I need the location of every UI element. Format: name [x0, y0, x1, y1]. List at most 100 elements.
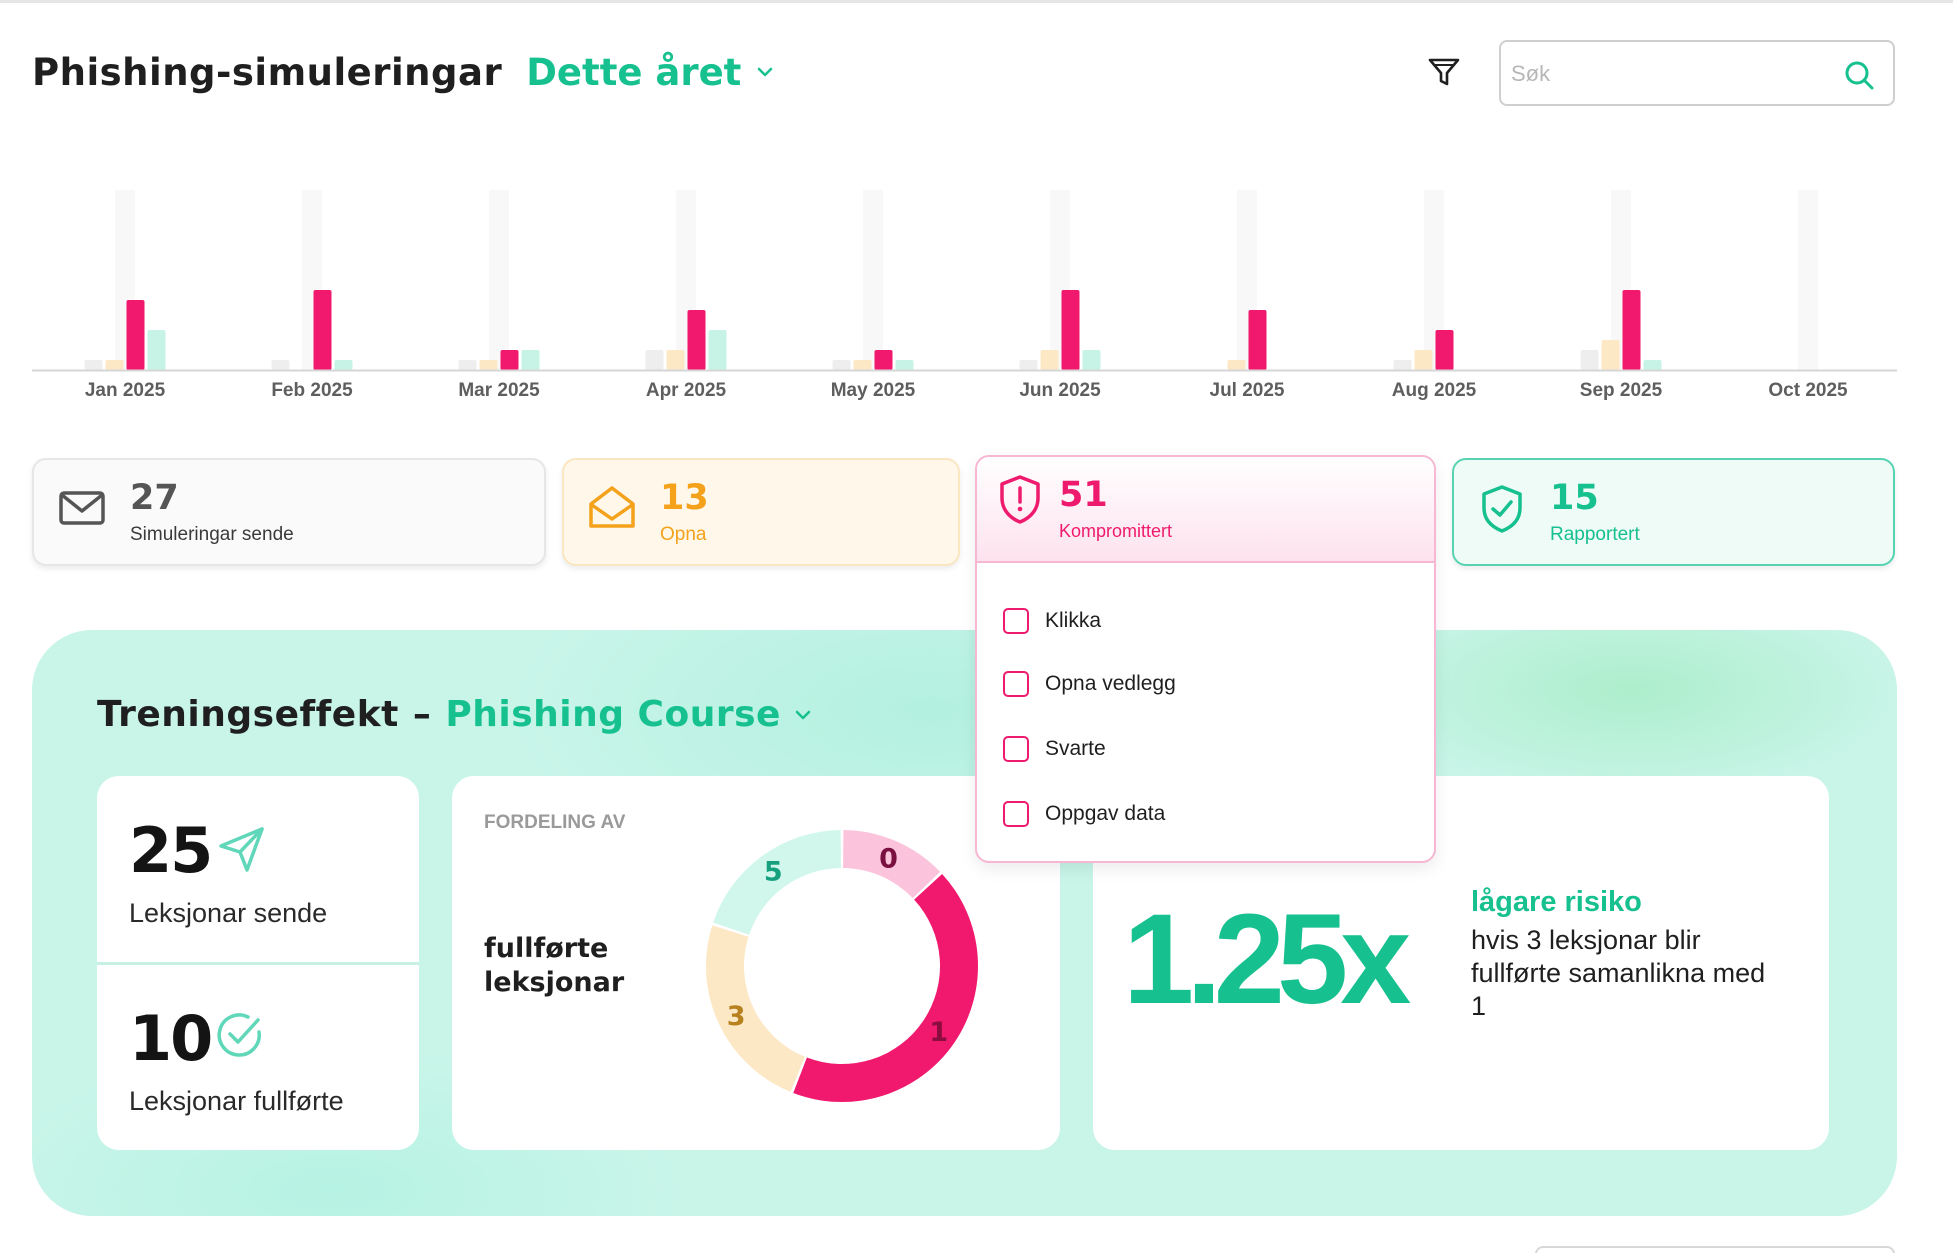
opened-label: Opna	[660, 524, 707, 545]
option-label: Oppgav data	[1045, 802, 1166, 825]
send-icon	[219, 827, 264, 872]
donut-label: 1	[929, 1017, 948, 1048]
bar-opened[interactable]	[1040, 350, 1059, 370]
bar-reported[interactable]	[1082, 350, 1101, 370]
x-tick-label: Apr 2025	[645, 380, 727, 401]
bar-sent[interactable]	[832, 360, 851, 370]
x-tick-label: Jun 2025	[1019, 380, 1101, 401]
checkbox-replied[interactable]	[1003, 736, 1029, 762]
bar-sent[interactable]	[645, 350, 664, 370]
risk-heading: lågare risiko	[1471, 886, 1642, 918]
page-header: Phishing-simuleringar Dette året	[32, 44, 773, 100]
donut-slice-1[interactable]	[793, 873, 978, 1102]
option-label: Svarte	[1045, 737, 1106, 760]
bar-sent[interactable]	[271, 360, 290, 370]
option-label: Klikka	[1045, 609, 1102, 632]
bar-sent[interactable]	[1019, 360, 1038, 370]
bar-reported[interactable]	[1643, 360, 1662, 370]
period-selector[interactable]: Dette året	[526, 51, 773, 94]
bar-compromised[interactable]	[1248, 310, 1267, 370]
chevron-down-icon	[795, 710, 811, 719]
option-replied[interactable]: Svarte	[1003, 731, 1106, 767]
lessons-card: 25 Leksjonar sende 10 Leksjonar fullført…	[97, 776, 419, 1150]
bar-sent[interactable]	[458, 360, 477, 370]
donut-slice-0[interactable]	[843, 830, 941, 899]
bar-opened[interactable]	[105, 360, 124, 370]
stat-card-reported[interactable]: 15 Rapportert	[1452, 458, 1895, 566]
bar-compromised[interactable]	[313, 290, 332, 370]
bar-chart-svg	[32, 190, 1897, 372]
donut-slice-5[interactable]	[713, 830, 841, 935]
bar-compromised[interactable]	[874, 350, 893, 370]
sent-count: 27	[130, 478, 179, 518]
checkbox-submitted-data[interactable]	[1003, 801, 1029, 827]
distribution-label: fullførte leksjonar	[484, 933, 625, 998]
opened-count: 13	[660, 478, 709, 518]
course-label: Phishing Course	[445, 694, 781, 735]
bar-compromised[interactable]	[1622, 290, 1641, 370]
stat-card-opened[interactable]: 13 Opna	[562, 458, 960, 566]
shield-check-icon	[1482, 485, 1522, 533]
distribution-caption: FORDELING AV	[484, 812, 626, 833]
compromised-dropdown: 51 Kompromittert Klikka Opna vedlegg Sva…	[975, 455, 1436, 863]
bar-compromised[interactable]	[1061, 290, 1080, 370]
bar-reported[interactable]	[147, 330, 166, 370]
bar-opened[interactable]	[479, 360, 498, 370]
bar-sent[interactable]	[84, 360, 103, 370]
bottom-control[interactable]	[1535, 1246, 1895, 1253]
training-heading: Treningseffekt	[97, 694, 399, 735]
bar-opened[interactable]	[1414, 350, 1433, 370]
top-border	[0, 0, 1953, 3]
mail-icon	[59, 491, 105, 525]
course-selector[interactable]: Phishing Course	[445, 694, 811, 735]
bar-compromised[interactable]	[687, 310, 706, 370]
chevron-down-icon	[758, 67, 773, 77]
bar-opened[interactable]	[853, 360, 872, 370]
risk-description: hvis 3 leksjonar blir fullførte samanlik…	[1471, 925, 1766, 1021]
x-tick-label: Sep 2025	[1579, 380, 1663, 401]
bar-compromised[interactable]	[1435, 330, 1454, 370]
bar-track	[1424, 190, 1444, 370]
option-clicked[interactable]: Klikka	[1003, 603, 1101, 639]
bar-opened[interactable]	[666, 350, 685, 370]
training-title: Treningseffekt – Phishing Course	[97, 694, 811, 735]
risk-ratio: 1.25x	[1123, 888, 1411, 1031]
bar-reported[interactable]	[334, 360, 353, 370]
stat-card-compromised[interactable]: 51 Kompromittert	[977, 457, 1434, 563]
option-label: Opna vedlegg	[1045, 672, 1176, 695]
bar-sent[interactable]	[1393, 360, 1412, 370]
bar-compromised[interactable]	[500, 350, 519, 370]
option-submitted-data[interactable]: Oppgav data	[1003, 796, 1165, 832]
lessons-completed-count: 10	[129, 1002, 213, 1075]
bar-reported[interactable]	[895, 360, 914, 370]
donut-label: 3	[727, 1001, 746, 1032]
bar-sent[interactable]	[1580, 350, 1599, 370]
bar-track	[1798, 190, 1818, 370]
x-tick-label: Aug 2025	[1391, 380, 1477, 401]
x-tick-label: May 2025	[830, 380, 916, 401]
training-effect-panel: Treningseffekt – Phishing Course 25 Leks…	[32, 630, 1897, 1216]
stat-card-sent[interactable]: 27 Simuleringar sende	[32, 458, 546, 566]
lessons-completed-label: Leksjonar fullførte	[129, 1086, 344, 1116]
compromised-label: Kompromittert	[1059, 521, 1173, 541]
option-opened-attachment[interactable]: Opna vedlegg	[1003, 666, 1176, 702]
bar-reported[interactable]	[708, 330, 727, 370]
title-dash: –	[412, 694, 432, 735]
lessons-sent-label: Leksjonar sende	[129, 898, 328, 928]
filter-icon[interactable]	[1426, 54, 1462, 90]
bar-opened[interactable]	[1601, 340, 1620, 370]
x-tick-label: Jan 2025	[84, 380, 166, 401]
search-input[interactable]	[1511, 54, 1831, 94]
donut-slice-3[interactable]	[706, 925, 805, 1092]
checkbox-clicked[interactable]	[1003, 608, 1029, 634]
shield-alert-icon	[1000, 475, 1040, 524]
check-circle-icon	[217, 1013, 261, 1057]
bar-compromised[interactable]	[126, 300, 145, 370]
checkbox-opened-attachment[interactable]	[1003, 671, 1029, 697]
bar-reported[interactable]	[521, 350, 540, 370]
donut-label: 5	[764, 856, 783, 887]
bar-opened[interactable]	[1227, 360, 1246, 370]
sent-label: Simuleringar sende	[130, 524, 294, 545]
x-tick-label: Mar 2025	[458, 380, 540, 401]
search-icon[interactable]	[1843, 59, 1875, 91]
